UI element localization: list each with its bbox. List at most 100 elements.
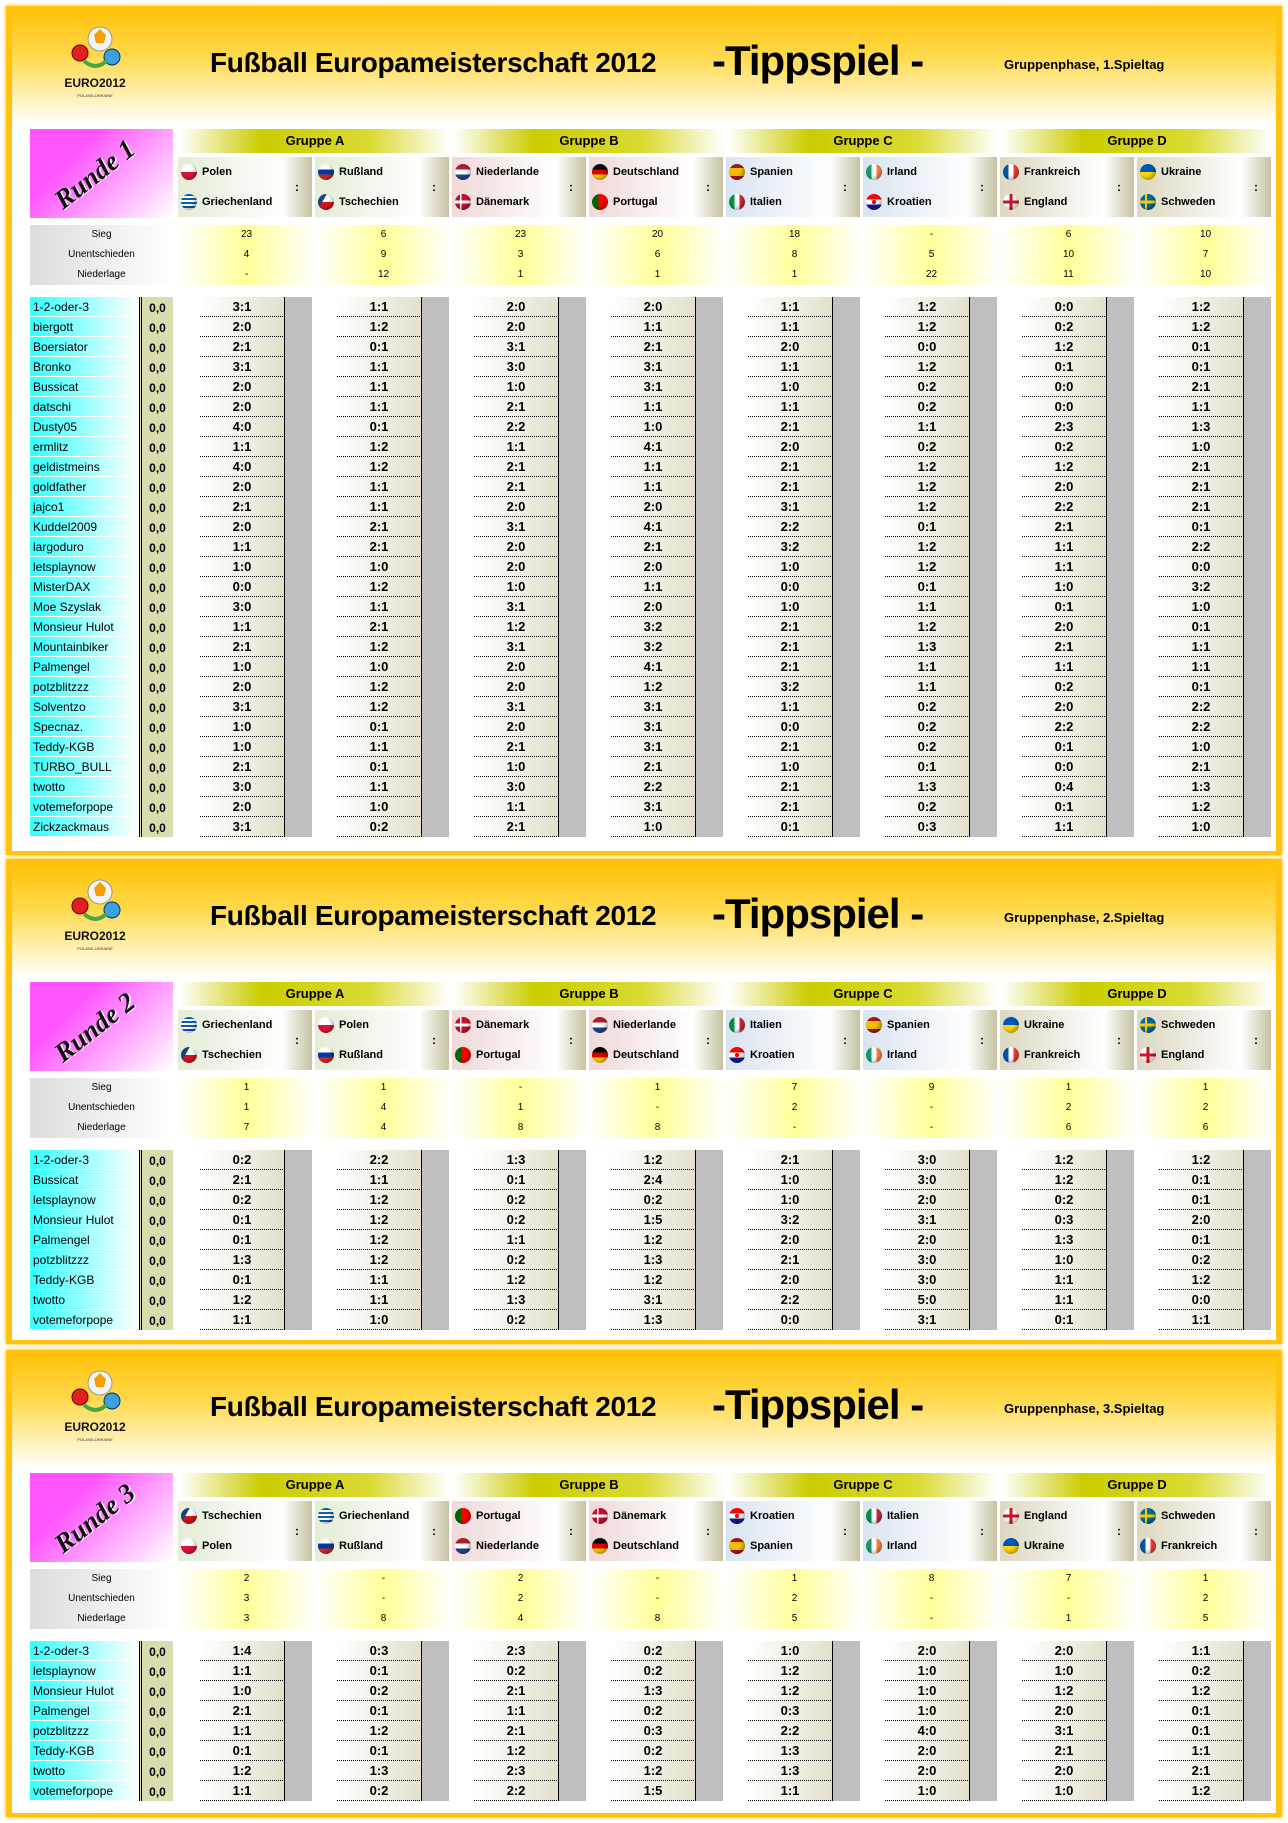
tip-score[interactable]: 2:0 [748,1270,833,1290]
tip-score[interactable]: 2:1 [1159,377,1244,397]
tip-score[interactable]: 3:2 [748,1210,833,1230]
tip-score[interactable]: 1:1 [1022,817,1107,837]
tip-score[interactable]: 2:0 [885,1230,970,1250]
tip-score[interactable]: 0:1 [1159,517,1244,537]
tip-score[interactable]: 2:1 [748,637,833,657]
tip-score[interactable]: 3:1 [200,817,285,837]
tip-score[interactable]: 2:2 [748,517,833,537]
tip-score[interactable]: 0:1 [1159,1170,1244,1190]
tip-score[interactable]: 2:0 [885,1190,970,1210]
tip-score[interactable]: 0:0 [748,577,833,597]
tip-score[interactable]: 2:0 [474,677,559,697]
tip-score[interactable]: 0:2 [885,797,970,817]
tip-score[interactable]: 1:4 [200,1641,285,1661]
tip-score[interactable]: 3:1 [611,717,696,737]
tip-score[interactable]: 0:2 [885,437,970,457]
tip-score[interactable]: 1:0 [748,1170,833,1190]
tip-score[interactable]: 0:2 [1022,317,1107,337]
tip-score[interactable]: 2:1 [1159,757,1244,777]
tip-score[interactable]: 2:0 [1022,617,1107,637]
tip-score[interactable]: 1:2 [337,437,422,457]
tip-score[interactable]: 3:2 [748,677,833,697]
tip-score[interactable]: 1:2 [885,617,970,637]
tip-score[interactable]: 1:2 [337,677,422,697]
tip-score[interactable]: 0:3 [885,817,970,837]
tip-score[interactable]: 0:1 [1159,1230,1244,1250]
tip-score[interactable]: 0:1 [474,1170,559,1190]
tip-score[interactable]: 1:2 [337,1250,422,1270]
tip-score[interactable]: 1:0 [885,1661,970,1681]
tip-score[interactable]: 1:1 [885,597,970,617]
tip-score[interactable]: 2:4 [611,1170,696,1190]
tip-score[interactable]: 1:1 [200,1721,285,1741]
tip-score[interactable]: 1:0 [885,1781,970,1801]
tip-score[interactable]: 0:2 [474,1190,559,1210]
tip-score[interactable]: 1:1 [748,297,833,317]
tip-score[interactable]: 2:0 [474,537,559,557]
tip-score[interactable]: 2:0 [474,297,559,317]
tip-score[interactable]: 0:3 [748,1701,833,1721]
tip-score[interactable]: 1:0 [200,717,285,737]
tip-score[interactable]: 2:1 [611,537,696,557]
tip-score[interactable]: 1:0 [748,1190,833,1210]
tip-score[interactable]: 0:1 [1159,1701,1244,1721]
tip-score[interactable]: 2:0 [200,317,285,337]
tip-score[interactable]: 1:0 [474,377,559,397]
tip-score[interactable]: 2:0 [474,557,559,577]
tip-score[interactable]: 1:1 [1022,657,1107,677]
tip-score[interactable]: 0:2 [611,1741,696,1761]
tip-score[interactable]: 0:2 [611,1701,696,1721]
tip-score[interactable]: 1:0 [748,1641,833,1661]
tip-score[interactable]: 1:1 [337,357,422,377]
tip-score[interactable]: 1:1 [885,417,970,437]
tip-score[interactable]: 2:1 [748,477,833,497]
tip-score[interactable]: 2:1 [200,757,285,777]
tip-score[interactable]: 5:0 [885,1290,970,1310]
tip-score[interactable]: 0:1 [337,337,422,357]
tip-score[interactable]: 1:0 [200,557,285,577]
tip-score[interactable]: 2:1 [474,817,559,837]
tip-score[interactable]: 0:0 [1022,377,1107,397]
tip-score[interactable]: 1:1 [337,377,422,397]
tip-score[interactable]: 1:2 [748,1681,833,1701]
tip-score[interactable]: 1:2 [474,1741,559,1761]
tip-score[interactable]: 2:0 [200,677,285,697]
tip-score[interactable]: 2:1 [1159,1761,1244,1781]
tip-score[interactable]: 2:0 [1022,1761,1107,1781]
tip-score[interactable]: 0:1 [1022,797,1107,817]
tip-score[interactable]: 3:0 [200,597,285,617]
tip-score[interactable]: 0:1 [885,517,970,537]
tip-score[interactable]: 1:2 [337,1210,422,1230]
tip-score[interactable]: 2:1 [748,617,833,637]
tip-score[interactable]: 0:3 [1022,1210,1107,1230]
tip-score[interactable]: 2:0 [200,517,285,537]
tip-score[interactable]: 1:2 [885,537,970,557]
tip-score[interactable]: 0:3 [337,1641,422,1661]
tip-score[interactable]: 0:0 [748,1310,833,1330]
tip-score[interactable]: 2:0 [748,1230,833,1250]
tip-score[interactable]: 1:3 [474,1150,559,1170]
tip-score[interactable]: 2:1 [748,737,833,757]
tip-score[interactable]: 0:1 [337,417,422,437]
tip-score[interactable]: 0:0 [1159,557,1244,577]
tip-score[interactable]: 1:1 [200,617,285,637]
tip-score[interactable]: 2:3 [474,1641,559,1661]
tip-score[interactable]: 2:0 [474,657,559,677]
tip-score[interactable]: 1:1 [1159,1310,1244,1330]
tip-score[interactable]: 2:1 [748,1250,833,1270]
tip-score[interactable]: 1:0 [748,597,833,617]
tip-score[interactable]: 1:0 [337,557,422,577]
tip-score[interactable]: 2:0 [200,397,285,417]
tip-score[interactable]: 2:0 [748,337,833,357]
tip-score[interactable]: 1:0 [200,737,285,757]
tip-score[interactable]: 3:1 [748,497,833,517]
tip-score[interactable]: 1:1 [611,577,696,597]
tip-score[interactable]: 1:3 [474,1290,559,1310]
tip-score[interactable]: 0:1 [337,757,422,777]
tip-score[interactable]: 2:0 [611,557,696,577]
tip-score[interactable]: 3:1 [474,697,559,717]
tip-score[interactable]: 2:1 [474,397,559,417]
tip-score[interactable]: 2:1 [474,737,559,757]
tip-score[interactable]: 2:1 [474,457,559,477]
tip-score[interactable]: 4:0 [885,1721,970,1741]
